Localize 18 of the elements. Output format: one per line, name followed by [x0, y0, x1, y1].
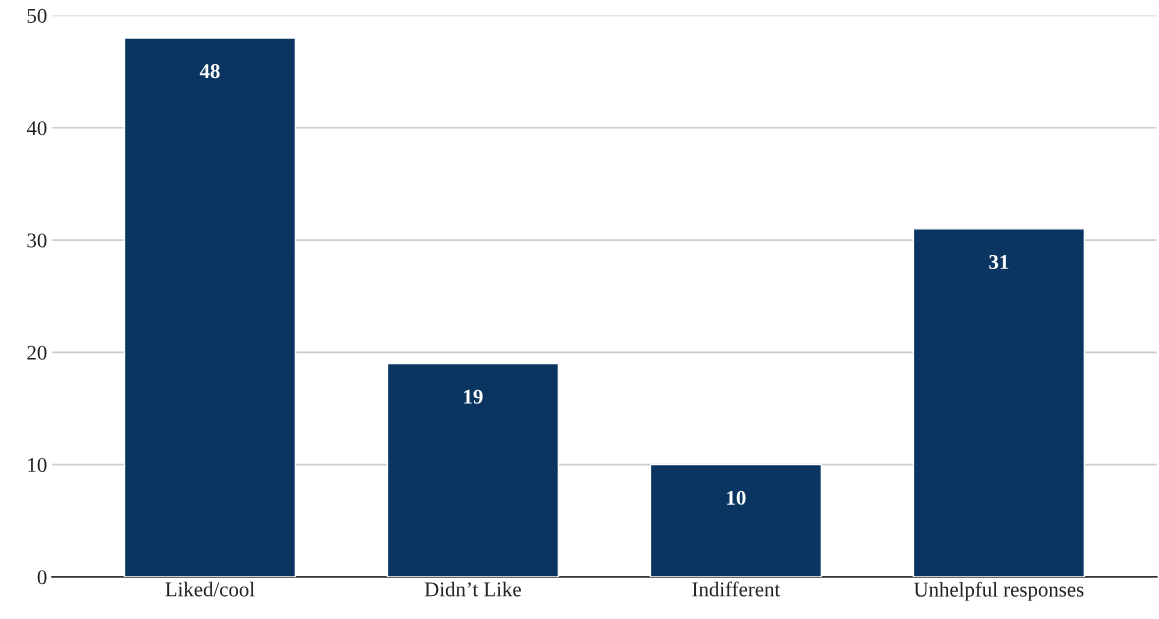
bar	[386, 362, 560, 577]
y-tick-label: 20	[27, 345, 47, 360]
data-label: 10	[727, 490, 746, 505]
x-tick-label: Liked/cool	[165, 581, 255, 597]
x-tick-label: Indifferent	[692, 581, 781, 597]
y-tick-label: 30	[27, 233, 47, 248]
data-label: 48	[199, 64, 220, 79]
bar	[123, 37, 297, 577]
bar	[912, 228, 1086, 577]
x-tick-label: Unhelpful responses	[913, 581, 1084, 601]
bar	[649, 463, 823, 577]
y-tick-label: 0	[37, 570, 47, 585]
y-tick-label: 40	[26, 121, 47, 136]
y-tick-label: 50	[27, 8, 47, 23]
data-label: 31	[989, 255, 1009, 270]
y-tick-label: 10	[28, 458, 47, 473]
data-label: 19	[464, 389, 483, 404]
x-tick-label: Didn’t Like	[424, 581, 521, 597]
